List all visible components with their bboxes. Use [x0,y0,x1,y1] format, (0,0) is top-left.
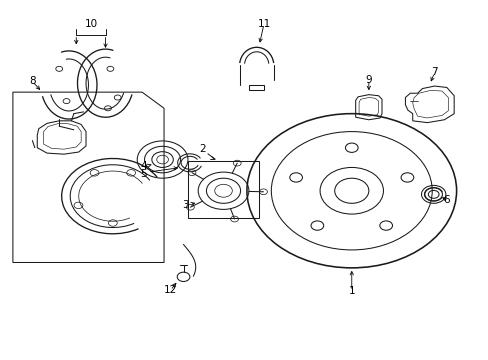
Text: 12: 12 [163,285,177,296]
Text: 5: 5 [140,168,147,179]
Text: 3: 3 [182,200,188,210]
Text: 2: 2 [199,144,206,154]
Text: 4: 4 [140,161,147,171]
Bar [188,161,259,218]
Text: 8: 8 [29,76,36,86]
Text: 1: 1 [348,286,354,296]
Text: 6: 6 [443,195,449,205]
Text: 9: 9 [365,75,371,85]
Text: 7: 7 [430,67,437,77]
Text: 10: 10 [84,19,97,29]
Text: 11: 11 [257,19,270,29]
